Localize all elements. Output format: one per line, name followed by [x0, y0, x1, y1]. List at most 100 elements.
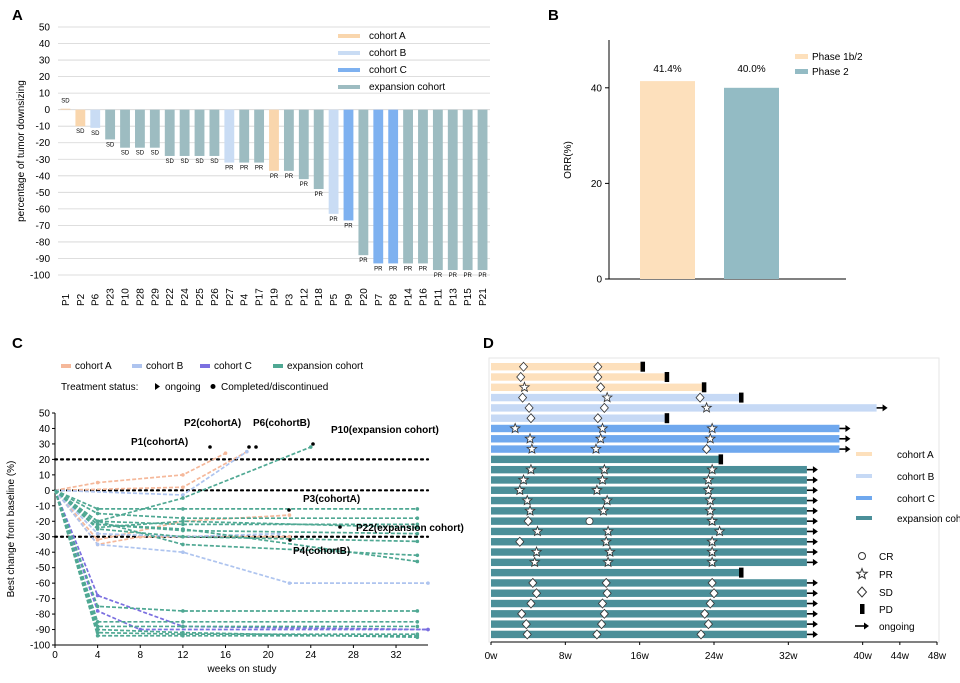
c-series-line [54, 490, 418, 628]
d-bar [491, 568, 741, 577]
a-ytick-label: -70 [36, 221, 51, 232]
c-status-ongoing: ongoing [165, 382, 201, 393]
b-ytick-label: 0 [596, 275, 602, 286]
a-bar [194, 109, 205, 156]
a-response-label: PR [225, 166, 234, 172]
a-response-label: PR [449, 273, 458, 279]
d-pd-marker [664, 372, 670, 383]
a-ytick-label: 10 [39, 89, 51, 100]
c-series-line [54, 489, 428, 584]
c-completed-marker [210, 384, 216, 389]
d-pr-marker [704, 432, 717, 444]
c-ytick-label: -20 [36, 517, 51, 528]
c-point [426, 581, 430, 585]
c-point [95, 522, 100, 527]
a-bar [328, 109, 339, 214]
c-point [181, 493, 185, 497]
d-pr-marker [704, 504, 717, 516]
d-ongoing-arrow [812, 538, 818, 546]
c-point [415, 522, 420, 527]
d-sd-marker [531, 588, 542, 599]
c-point [95, 538, 100, 542]
d-pd-marker [664, 413, 670, 424]
a-xtick-label: P6 [91, 293, 102, 306]
d-pr-marker [704, 494, 717, 506]
d-ongoing-arrow [812, 548, 818, 556]
a-bar [343, 109, 354, 221]
c-annotation-arrow [247, 445, 251, 449]
d-legend-swatch [856, 516, 872, 520]
c-point [181, 516, 185, 520]
c-point [415, 516, 420, 520]
d-pr-marker [706, 556, 718, 568]
d-pr-marker [706, 515, 718, 527]
d-ongoing-arrow [845, 435, 851, 443]
a-response-label: SD [106, 142, 115, 148]
c-series-line [54, 489, 418, 510]
c-point [95, 511, 100, 516]
d-legend-ongoing-icon [864, 622, 869, 630]
c-point [308, 445, 313, 449]
a-bar [90, 109, 101, 128]
c-point [95, 593, 100, 598]
d-ongoing-arrow [812, 466, 818, 474]
a-bar [269, 109, 279, 171]
a-response-label: SD [136, 151, 145, 157]
c-series-line [54, 489, 418, 563]
c-legend-swatch [200, 364, 210, 368]
d-sd-marker [696, 629, 706, 640]
a-xtick-label: P29 [150, 288, 161, 306]
c-point [415, 507, 420, 511]
d-sd-marker [526, 413, 536, 424]
c-xtick-label: 28 [348, 650, 360, 661]
a-bar [418, 109, 428, 264]
a-ytick-label: 30 [39, 56, 51, 67]
d-legend-label: cohort C [897, 494, 935, 505]
d-pr-marker [601, 391, 613, 403]
d-sd-marker [528, 577, 538, 589]
d-bar [491, 404, 877, 412]
a-response-label: PR [300, 182, 309, 188]
d-ongoing-arrow [812, 558, 818, 566]
d-bar [491, 445, 840, 453]
a-bar [403, 109, 413, 264]
c-point [95, 507, 100, 511]
a-response-label: PR [434, 273, 443, 279]
c-series-line [54, 490, 418, 639]
c-point [415, 539, 420, 544]
c-series-line [54, 490, 428, 631]
d-bar [491, 579, 807, 587]
a-ytick-label: -60 [36, 204, 51, 215]
d-pr-marker [524, 432, 536, 444]
a-xtick-label: P17 [255, 288, 266, 306]
a-xtick-label: P2 [76, 293, 87, 306]
d-pr-marker [524, 504, 536, 516]
a-bar [164, 109, 175, 156]
a-ytick-label: -20 [36, 138, 51, 149]
d-sd-marker [709, 588, 719, 599]
d-xtick-label: 16w [630, 651, 649, 662]
d-bar [491, 476, 807, 484]
d-ongoing-arrow [845, 445, 851, 453]
c-ytick-label: -100 [30, 641, 50, 652]
d-legend-label: cohort A [897, 450, 934, 461]
c-annotation-arrow [254, 445, 258, 449]
a-xtick-label: P24 [180, 288, 191, 306]
a-bar [239, 109, 250, 163]
d-ongoing-arrow [845, 424, 851, 432]
a-response-label: PR [329, 217, 338, 223]
d-sd-marker [700, 608, 710, 619]
c-ytick-label: 40 [39, 424, 51, 435]
d-bar [491, 589, 807, 597]
d-sd-marker [702, 443, 712, 455]
b-value-label: 41.4% [653, 64, 681, 75]
c-point [181, 633, 185, 638]
d-pr-marker [598, 463, 611, 475]
c-legend-label: cohort C [214, 361, 252, 372]
c-xtick-label: 24 [305, 650, 317, 661]
d-bar [491, 538, 807, 546]
c-annotation-arrow [338, 525, 342, 529]
c-legend-label: cohort B [146, 361, 184, 372]
a-bar [432, 109, 443, 271]
